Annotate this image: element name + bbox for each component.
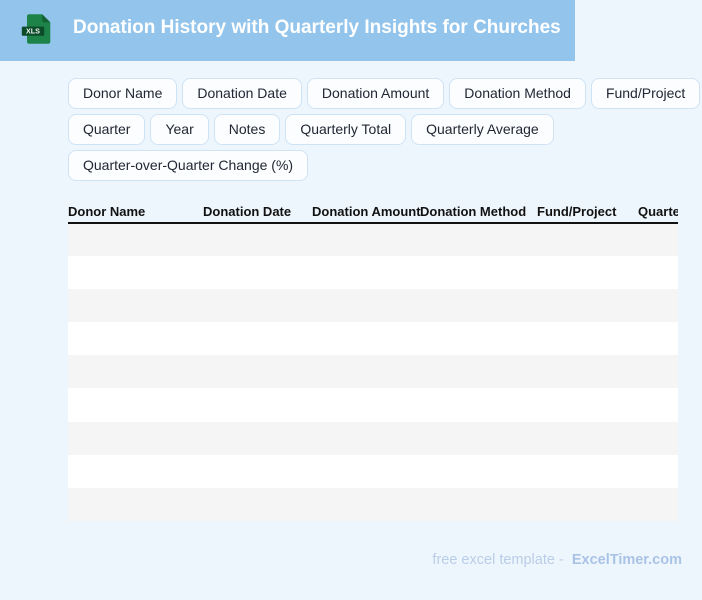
svg-text:XLS: XLS [26,27,40,36]
